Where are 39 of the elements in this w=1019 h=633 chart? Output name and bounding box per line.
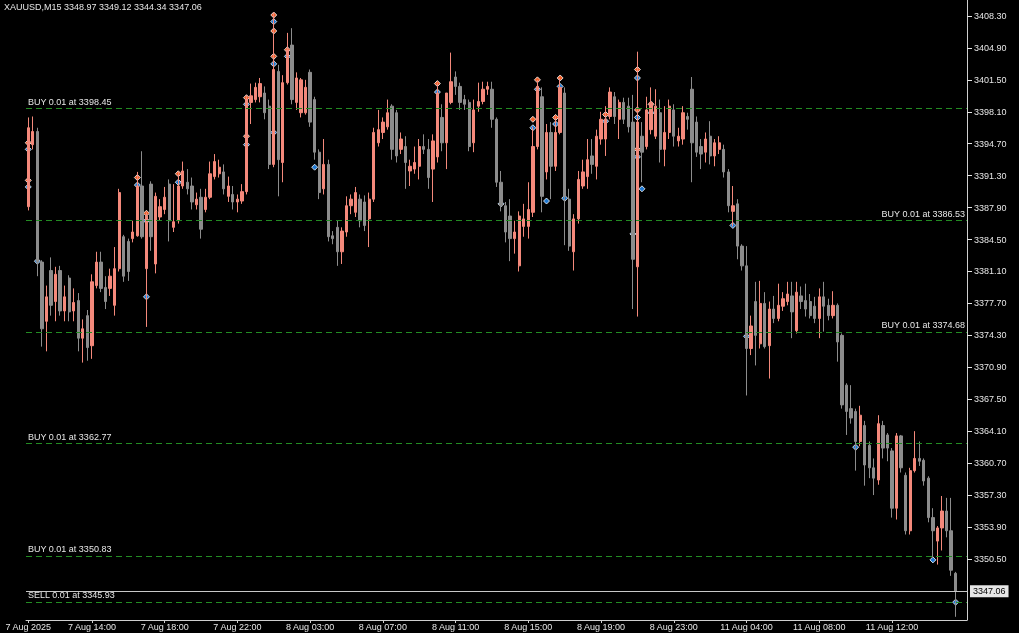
ref-line-label: BUY 0.01 at 3350.83 (28, 544, 112, 555)
y-tick-label: 3387.90 (974, 202, 1007, 213)
x-tick-label: 8 Aug 19:00 (577, 621, 626, 632)
ref-line-label: BUY 0.01 at 3398.45 (28, 97, 112, 107)
y-tick-label: 3367.50 (974, 394, 1007, 405)
y-tick-label: 3377.70 (974, 298, 1007, 309)
y-tick-label: 3364.10 (974, 426, 1007, 437)
y-tick-label: 3398.10 (974, 106, 1007, 117)
x-tick-label: 7 Aug 22:00 (213, 621, 262, 632)
y-tick-label: 3357.30 (974, 490, 1007, 501)
ref-line-label: BUY 0.01 at 3386.53 (881, 208, 965, 219)
x-tick-label: 11 Aug 08:00 (793, 621, 846, 632)
y-tick-label: 3353.90 (974, 522, 1007, 532)
ref-line-label: 3347.06 (973, 586, 1006, 597)
ref-line-label: SELL 0.01 at 3345.93 (28, 590, 115, 601)
y-tick-label: 3384.50 (974, 234, 1007, 245)
y-tick-label: 3370.90 (974, 362, 1007, 373)
y-tick-label: 3381.10 (974, 266, 1007, 277)
y-tick-label: 3408.30 (974, 10, 1007, 21)
x-tick-label: 7 Aug 2025 (5, 621, 52, 632)
y-tick-label: 3401.50 (974, 74, 1007, 85)
x-tick-label: 8 Aug 07:00 (358, 621, 407, 632)
x-tick-label: 11 Aug 12:00 (865, 621, 919, 632)
y-tick-label: 3394.70 (974, 138, 1007, 149)
y-tick-label: 3350.50 (974, 553, 1007, 564)
chart-title: XAUUSD,M15 3348.97 3349.12 3344.34 3347.06 (4, 1, 202, 12)
y-tick-label: 3360.70 (974, 458, 1007, 469)
y-tick-label: 3391.30 (974, 170, 1007, 181)
y-tick-label: 3404.90 (974, 42, 1007, 53)
y-tick-label: 3374.30 (974, 330, 1007, 341)
x-tick-label: 8 Aug 11:00 (431, 621, 480, 632)
x-tick-label: 11 Aug 04:00 (720, 621, 773, 632)
x-tick-label: 8 Aug 03:00 (286, 621, 335, 632)
x-tick-label: 8 Aug 23:00 (649, 621, 698, 632)
ref-line-label: BUY 0.01 at 3362.77 (28, 432, 112, 443)
x-tick-label: 7 Aug 18:00 (140, 621, 189, 632)
x-tick-label: 8 Aug 15:00 (504, 621, 553, 632)
ref-line-label: BUY 0.01 at 3374.68 (881, 320, 965, 331)
x-tick-label: 7 Aug 14:00 (67, 621, 116, 632)
